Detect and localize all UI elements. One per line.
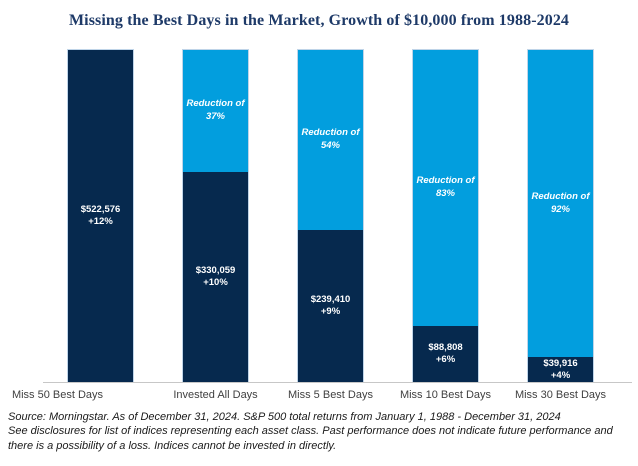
category-label-miss-5-best-days: Miss 5 Best Days — [288, 389, 373, 401]
reduction-label: Reduction of 92% — [531, 191, 589, 217]
reduction-line1: Reduction of — [531, 190, 590, 202]
reduction-line1: Reduction of — [416, 175, 475, 187]
dollar-value: $239,410 — [310, 294, 351, 306]
source-line-2: See disclosures for list of indices repr… — [8, 425, 613, 438]
bar-segment-value: $88,808 +6% — [413, 326, 478, 382]
reduction-line2: 83% — [435, 188, 455, 199]
dollar-value: $39,916 — [543, 357, 578, 369]
source-line-3: there is a possibility of a loss. Indice… — [8, 439, 337, 452]
bar-value-label: $39,916 +4% — [543, 358, 577, 382]
category-label-miss-10-best-days: Miss 10 Best Days — [399, 389, 492, 401]
return-value: +12% — [88, 216, 113, 227]
reduction-label: Reduction of 54% — [301, 127, 359, 153]
bar-miss-50-best-days: Reduction of 92% $39,916 +4% — [528, 50, 593, 382]
bar-miss-30-best-days: Reduction of 83% $88,808 +6% — [413, 50, 478, 382]
reduction-line2: 92% — [550, 203, 570, 215]
bar-segment-reduction: Reduction of 37% — [183, 50, 248, 172]
dollar-value: $88,808 — [428, 342, 463, 354]
bar-segment-value: $239,410 +9% — [298, 230, 363, 382]
bar-value-label: $522,576 +12% — [81, 204, 121, 228]
bar-segment-reduction: Reduction of 92% — [528, 50, 593, 357]
bar-miss-10-best-days: Reduction of 54% $239,410 +9% — [298, 50, 363, 382]
bar-value-label: $88,808 +6% — [428, 342, 462, 366]
chart-title: Missing the Best Days in the Market, Gro… — [68, 12, 570, 29]
bar-segment-value: $330,059 +10% — [183, 172, 248, 382]
dollar-value: $522,576 — [80, 204, 121, 216]
source-line-1: Source: Morningstar. As of December 31, … — [8, 411, 561, 423]
category-label-miss-50-best-days: Miss 50 Best Days — [11, 389, 104, 401]
bar-value-label: $330,059 +10% — [196, 265, 236, 289]
bar-invested-all-days: $522,576 +12% — [68, 50, 133, 382]
reduction-line2: 54% — [320, 140, 340, 151]
return-value: +9% — [320, 306, 341, 317]
return-value: +4% — [550, 369, 571, 381]
bar-segment-reduction: Reduction of 54% — [298, 50, 363, 230]
category-label-invested-all-days: Invested All Days — [173, 389, 258, 401]
return-value: +6% — [435, 354, 456, 365]
bar-miss-5-best-days: Reduction of 37% $330,059 +10% — [183, 50, 248, 382]
x-axis-line — [43, 382, 632, 383]
return-value: +10% — [203, 277, 228, 288]
reduction-line1: Reduction of — [186, 98, 245, 110]
reduction-label: Reduction of 83% — [416, 175, 474, 201]
reduction-label: Reduction of 37% — [186, 98, 244, 124]
reduction-line1: Reduction of — [301, 127, 360, 139]
plot-area: $522,576 +12% Reduction of 37% $330,059 … — [0, 50, 638, 383]
source-disclosure-text: Source: Morningstar. As of December 31, … — [8, 410, 636, 453]
bar-segment-reduction: Reduction of 83% — [413, 50, 478, 326]
category-label-miss-30-best-days: Miss 30 Best Days — [514, 389, 607, 401]
bar-value-label: $239,410 +9% — [311, 294, 351, 318]
reduction-line2: 37% — [205, 111, 225, 122]
bar-segment-value: $522,576 +12% — [68, 50, 133, 382]
bar-segment-value: $39,916 +4% — [528, 357, 593, 382]
dollar-value: $330,059 — [195, 265, 236, 277]
